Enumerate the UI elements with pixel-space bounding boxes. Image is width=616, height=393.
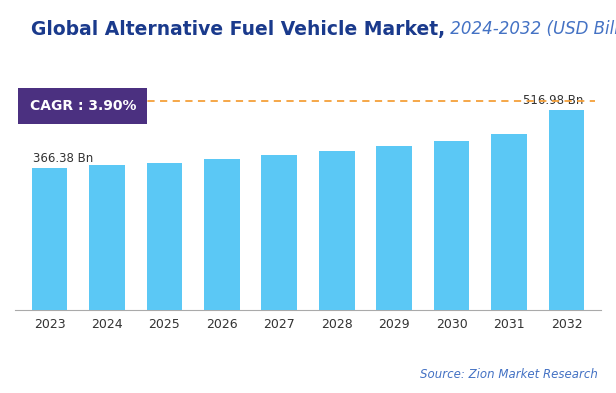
Bar — [204, 159, 240, 310]
Text: Source: Zion Market Research: Source: Zion Market Research — [419, 368, 598, 381]
Bar — [319, 151, 355, 310]
Bar — [89, 165, 124, 310]
Bar — [31, 168, 67, 310]
Bar — [376, 146, 412, 310]
Bar — [492, 134, 527, 310]
Text: 2024-2032 (USD Billion): 2024-2032 (USD Billion) — [445, 20, 616, 38]
Text: 516.98 Bn: 516.98 Bn — [524, 94, 584, 107]
Text: 366.38 Bn: 366.38 Bn — [33, 152, 94, 165]
Text: CAGR : 3.90%: CAGR : 3.90% — [30, 99, 136, 113]
Bar — [434, 141, 469, 310]
Bar — [549, 110, 585, 310]
Bar — [147, 163, 182, 310]
Bar — [261, 155, 297, 310]
Text: Global Alternative Fuel Vehicle Market,: Global Alternative Fuel Vehicle Market, — [31, 20, 445, 39]
